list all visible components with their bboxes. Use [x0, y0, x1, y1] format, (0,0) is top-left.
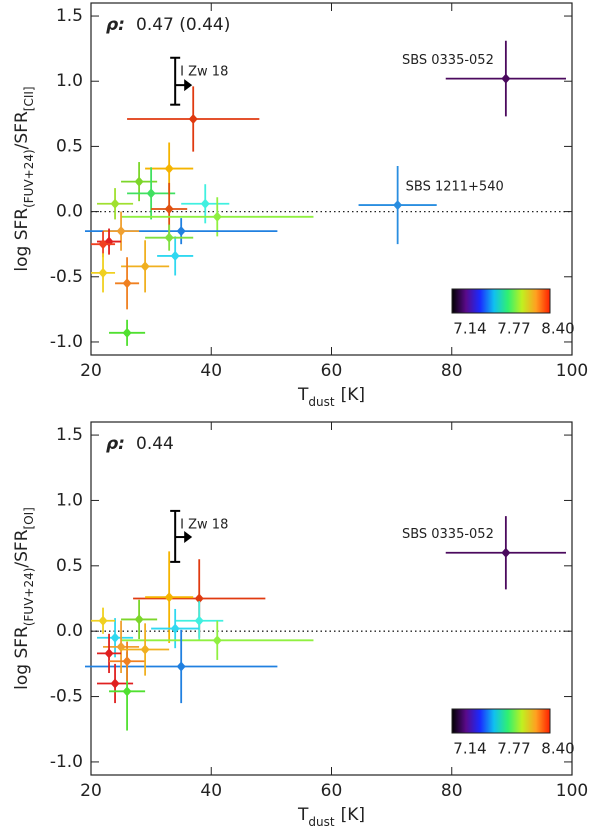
- point: [110, 678, 120, 689]
- point: [501, 547, 511, 558]
- colorbar-tick-label: 8.40: [541, 320, 574, 338]
- point-label: SBS 0335-052: [402, 527, 494, 542]
- point: [98, 239, 108, 250]
- y-label-sub: [CII]: [22, 86, 36, 111]
- point: [98, 615, 108, 626]
- point: [122, 327, 132, 338]
- point: [122, 656, 132, 667]
- point: [164, 592, 174, 603]
- x-tick-label: 60: [321, 781, 343, 801]
- limit-label: I Zw 18: [180, 517, 228, 532]
- y-tick-label: 1.0: [56, 490, 83, 510]
- y-label-sub: [OI]: [22, 507, 36, 529]
- y-tick-label: 1.5: [56, 6, 83, 26]
- y-tick-label: -1.0: [50, 332, 83, 352]
- limit-arrowhead: [184, 531, 193, 544]
- point: [212, 635, 222, 646]
- y-label-main: log SFR: [12, 208, 32, 272]
- y-tick-label: 0.5: [56, 556, 83, 576]
- point: [110, 632, 120, 643]
- x-tick-label: 40: [200, 781, 222, 801]
- y-tick-label: 0.5: [56, 136, 83, 156]
- point: [98, 267, 108, 278]
- x-label-main: T: [297, 805, 309, 825]
- point: [194, 593, 204, 604]
- point: [164, 163, 174, 174]
- x-axis-label: Tdust [K]: [297, 805, 365, 828]
- point: [501, 73, 511, 84]
- y-tick-label: -1.0: [50, 752, 83, 772]
- x-tick-label: 80: [441, 361, 463, 381]
- x-tick-label: 20: [80, 781, 102, 801]
- colorbar-tick-label: 7.14: [453, 740, 486, 758]
- y-axis-label: log SFR(FUV+24)/SFR[OI]: [12, 507, 36, 690]
- point: [146, 188, 156, 199]
- x-label-unit: [K]: [341, 385, 365, 405]
- y-tick-label: -0.5: [50, 267, 83, 287]
- rho-value: 0.47 (0.44): [136, 15, 230, 35]
- colorbar: [451, 708, 551, 734]
- point: [134, 614, 144, 625]
- point: [188, 114, 198, 125]
- y-tick-label: 1.0: [56, 71, 83, 91]
- colorbar-tick-label: 8.40: [541, 740, 574, 758]
- y-label-mid: /SFR: [12, 111, 32, 149]
- point: [140, 644, 150, 655]
- rho-symbol: ρ:: [106, 15, 125, 35]
- limit-arrowhead: [184, 79, 193, 92]
- point: [170, 623, 180, 634]
- point: [194, 615, 204, 626]
- point: [170, 250, 180, 261]
- y-tick-label: 0.0: [56, 202, 83, 222]
- point: [164, 203, 174, 214]
- point: [122, 278, 132, 289]
- x-label-sub: dust: [308, 395, 334, 409]
- x-label-main: T: [297, 385, 309, 405]
- limit-label: I Zw 18: [180, 64, 228, 79]
- x-tick-label: 100: [556, 781, 588, 801]
- colorbar-tick-label: 7.77: [497, 320, 530, 338]
- point: [176, 661, 186, 672]
- x-tick-label: 60: [321, 361, 343, 381]
- point-label: SBS 0335-052: [402, 53, 494, 68]
- x-label-sub: dust: [308, 815, 334, 828]
- point: [164, 232, 174, 243]
- rho-value: 0.44: [136, 434, 174, 454]
- x-axis-label: Tdust [K]: [297, 385, 365, 409]
- point-label: SBS 1211+540: [406, 180, 504, 195]
- y-axis-label: log SFR(FUV+24)/SFR[CII]: [12, 86, 36, 271]
- y-tick-label: 0.0: [56, 621, 83, 641]
- y-label-main: log SFR: [12, 626, 32, 690]
- point: [140, 261, 150, 272]
- y-tick-label: -0.5: [50, 687, 83, 707]
- y-label-sub: (FUV+24): [22, 568, 36, 627]
- rho-symbol: ρ:: [106, 434, 125, 454]
- x-tick-label: 20: [80, 361, 102, 381]
- x-tick-label: 40: [200, 361, 222, 381]
- point: [134, 176, 144, 187]
- colorbar-tick-label: 7.77: [497, 740, 530, 758]
- point: [110, 198, 120, 209]
- y-tick-label: 1.5: [56, 425, 83, 445]
- y-label-mid: /SFR: [12, 529, 32, 567]
- colorbar: [451, 288, 551, 314]
- point: [122, 686, 132, 697]
- x-label-unit: [K]: [341, 805, 365, 825]
- x-tick-label: 100: [556, 361, 588, 381]
- y-label-sub: (FUV+24): [22, 149, 36, 208]
- point: [393, 200, 403, 211]
- point: [200, 198, 210, 209]
- point: [116, 226, 126, 237]
- x-tick-label: 80: [441, 781, 463, 801]
- point: [212, 211, 222, 222]
- point: [176, 226, 186, 237]
- point: [104, 648, 114, 659]
- colorbar-tick-label: 7.14: [453, 320, 486, 338]
